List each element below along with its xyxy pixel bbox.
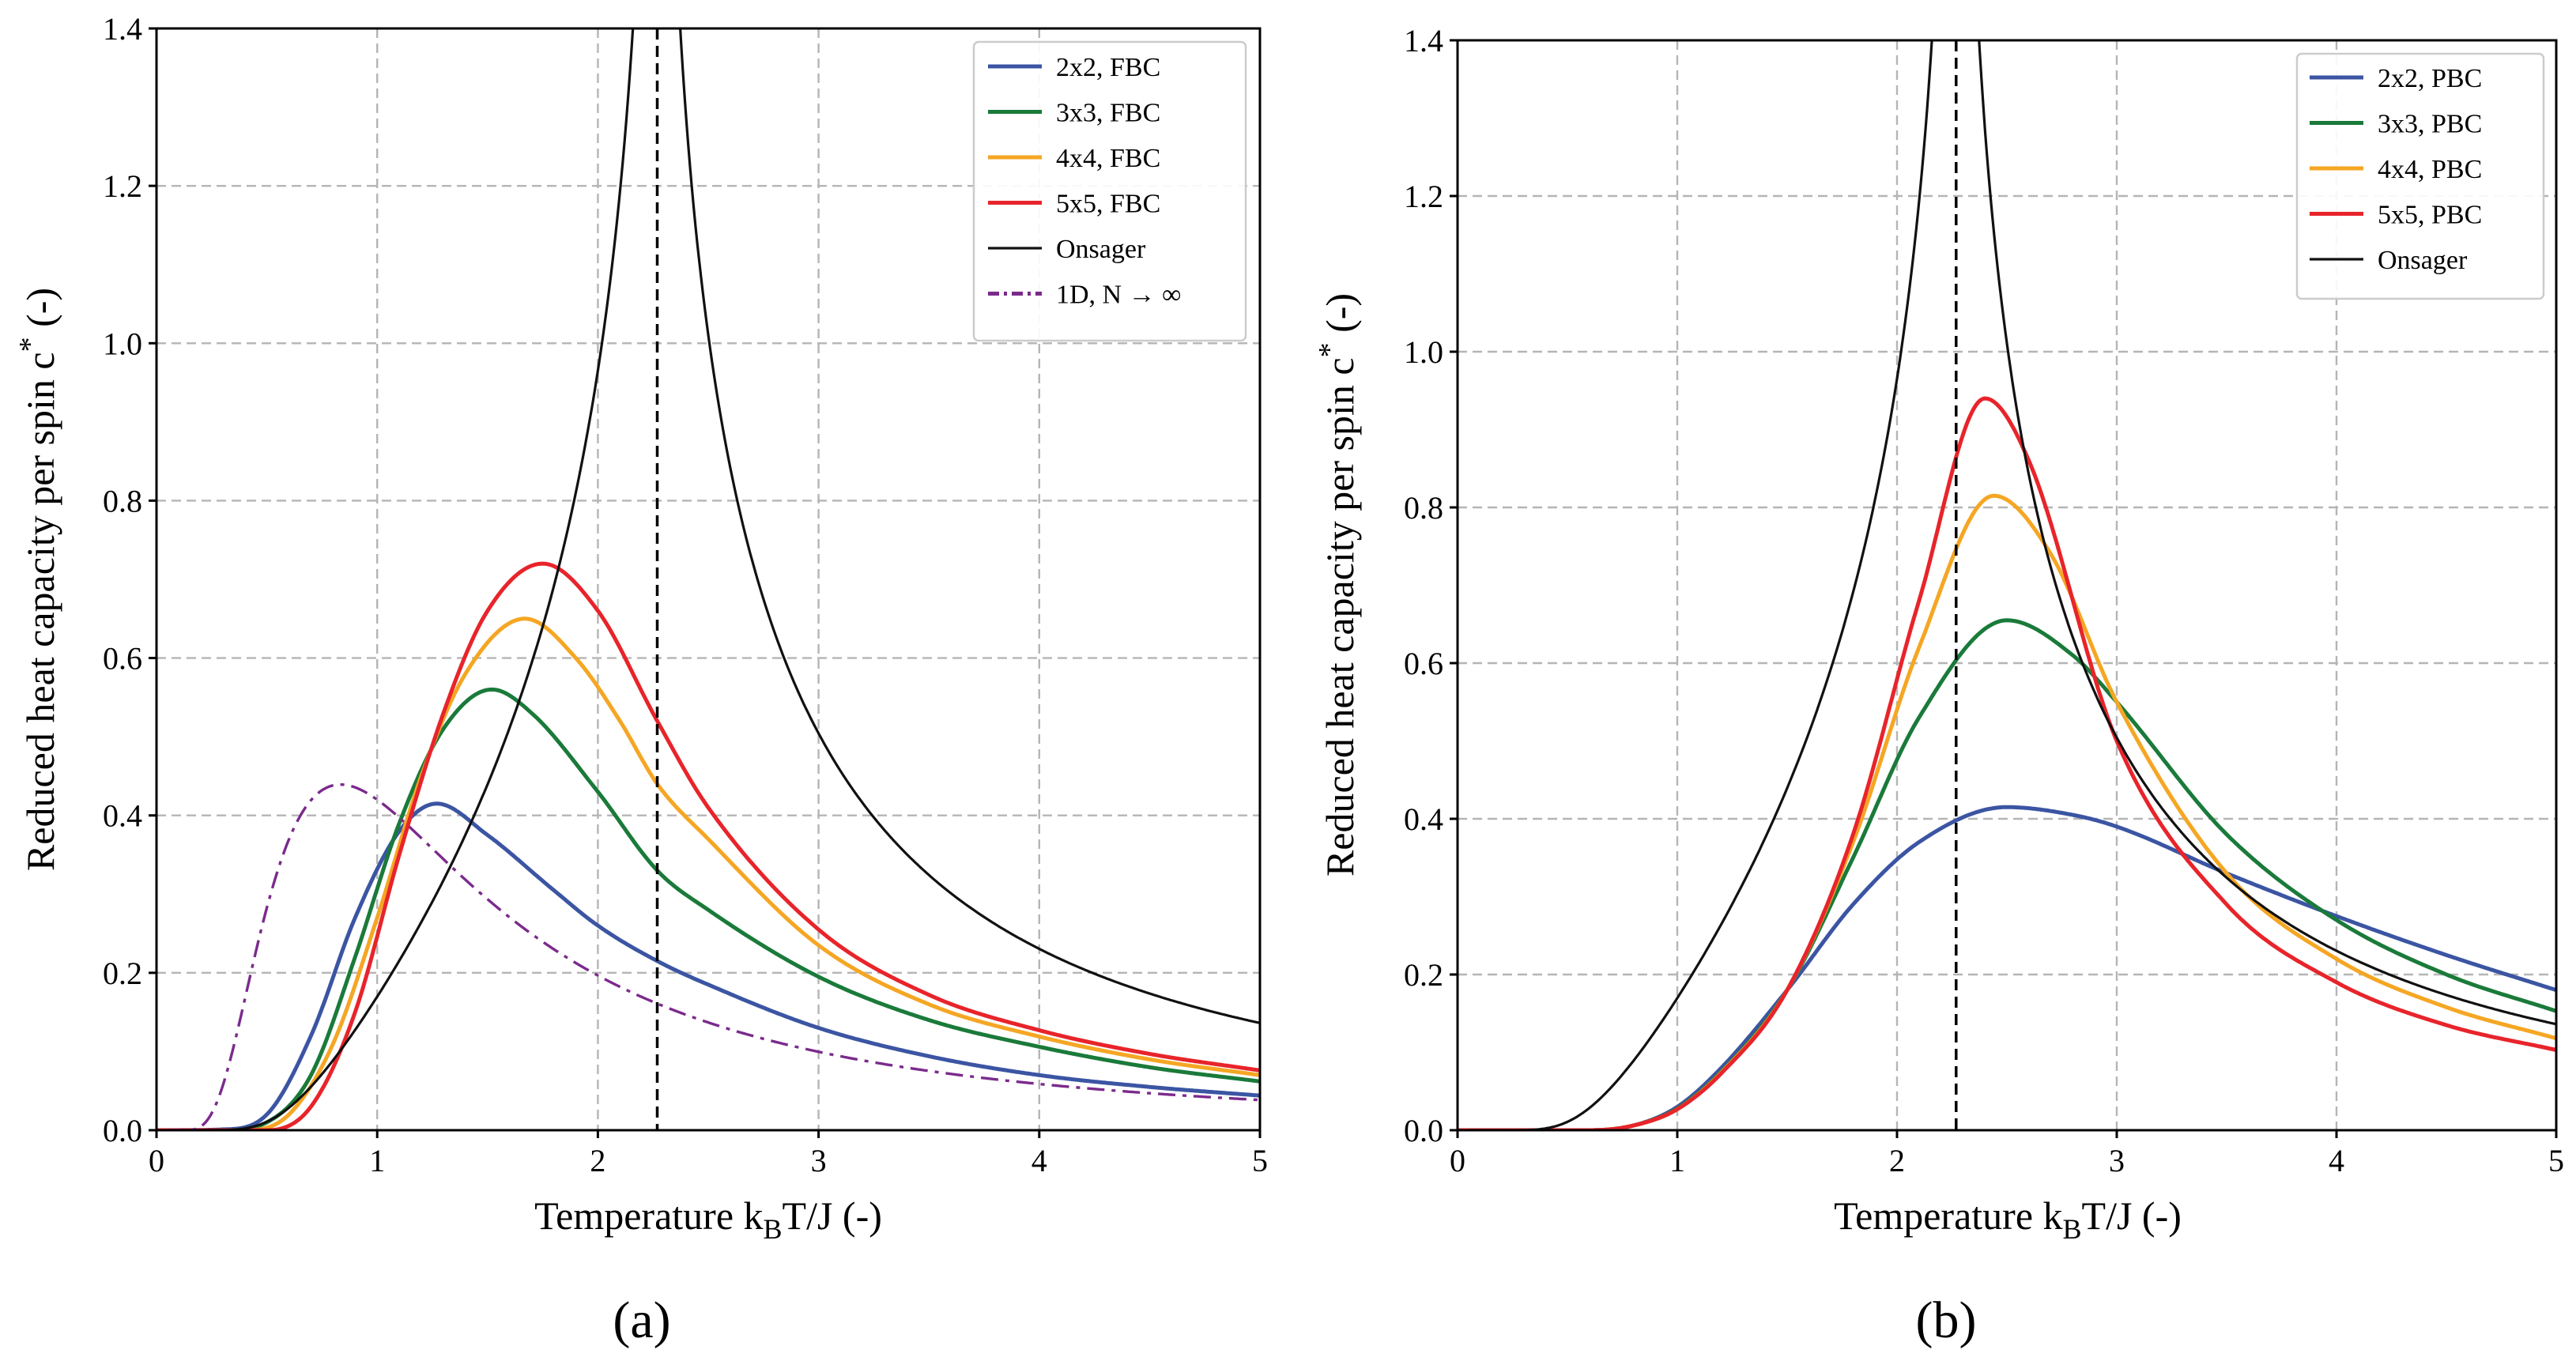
- panel-a-legend-label: 3x3, FBC: [1056, 99, 1160, 128]
- panel-b-legend-label: 3x3, PBC: [2378, 110, 2482, 139]
- panel-b-axes-frame: [1456, 39, 2558, 1132]
- panel-b-x-tick-label: 1: [1669, 1143, 1685, 1178]
- panel-b-legend-label: Onsager: [2378, 246, 2468, 275]
- panel-a-series-2x2-fbc: [157, 801, 1260, 1130]
- panel-a-x-tick-label: 4: [1032, 1143, 1047, 1178]
- panel-b-y-tick-label: 0.2: [1404, 957, 1443, 993]
- panel-b-series-onsager: [1468, 40, 2556, 1130]
- panel-b-x-tick-label: 3: [2109, 1143, 2125, 1178]
- panel-b-y-tick-label: 0.6: [1404, 646, 1443, 681]
- panel-a-y-tick-label: 0.2: [103, 956, 142, 991]
- panel-b-y-tick-label: 1.4: [1404, 23, 1443, 58]
- panel-a-legend-label: Onsager: [1056, 235, 1146, 264]
- panel-b-chart: 0 1 2 3 4 5 0.0 0.2 0.4 0.6 0.8 1.0 1.2 1.4 Temperatu…: [1313, 23, 2564, 1349]
- panel-a-x-tick-label: 5: [1252, 1143, 1268, 1178]
- panel-b-y-tick-label: 1.0: [1404, 334, 1443, 370]
- panel-a-legend-label: 1D, N → ∞: [1056, 281, 1181, 310]
- panel-a-x-axis-title: Temperature kBT/J (-): [534, 1193, 882, 1245]
- panel-b-legend-label: 4x4, PBC: [2378, 155, 2482, 184]
- panel-b-y-tick-label: 0.8: [1404, 490, 1443, 526]
- panel-b-legend-box: [2295, 52, 2545, 300]
- panel-a-chart: 0 1 2 3 4 5 0.0 0.2 0.4 0.6 0.8 1.0 1.2 1.4 Temperatu…: [13, 11, 1268, 1349]
- panel-b-x-axis-title: Temperature kBT/J (-): [1834, 1193, 2182, 1245]
- panel-a-axes-frame: [155, 27, 1262, 1132]
- panel-a-y-tick-label: 0.0: [103, 1113, 142, 1148]
- panel-b-x-tick-label: 4: [2329, 1143, 2344, 1178]
- panel-a-x-tick-label: 0: [149, 1143, 164, 1178]
- panel-a-series-onsager: [168, 28, 1260, 1130]
- panel-a-caption: (a): [613, 1291, 670, 1349]
- panel-a-legend-label: 4x4, FBC: [1056, 144, 1160, 173]
- panel-b-series-5x5-pbc: [1458, 396, 2556, 1130]
- panel-a-y-tick-label: 1.2: [103, 168, 142, 204]
- panel-a-y-axis-title: Reduced heat capacity per spin c* (-): [13, 288, 62, 871]
- panel-a-x-tick-label: 3: [811, 1143, 827, 1178]
- panel-b-legend-label: 2x2, PBC: [2378, 64, 2482, 93]
- panel-a-y-tick-label: 1.4: [103, 11, 142, 47]
- panel-a-y-tick-label: 1.0: [103, 326, 142, 361]
- panel-a-legend: 2x2, FBC 3x3, FBC 4x4, FBC 5x5, FBC Onsager 1…: [972, 40, 1247, 342]
- panel-a-y-tick-label: 0.6: [103, 641, 142, 677]
- panel-b-x-tick-label: 0: [1450, 1143, 1465, 1178]
- panel-b-ticks: 0 1 2 3 4 5 0.0 0.2 0.4 0.6 0.8 1.0 1.2 1.4: [1404, 23, 2564, 1178]
- panel-a-series-1d-n: [168, 783, 1260, 1130]
- panel-a-legend-label: 5x5, FBC: [1056, 190, 1160, 219]
- panel-b-y-tick-label: 0.0: [1404, 1113, 1443, 1148]
- panel-a-series: [157, 28, 1260, 1130]
- panel-a-legend-label: 2x2, FBC: [1056, 53, 1160, 82]
- panel-a-legend-box: [972, 40, 1247, 342]
- panel-b-legend-label: 5x5, PBC: [2378, 201, 2482, 230]
- panel-b-y-axis-title: Reduced heat capacity per spin c* (-): [1313, 293, 1362, 877]
- panel-a-series-3x3-fbc: [157, 687, 1260, 1130]
- panel-b-y-tick-label: 0.4: [1404, 801, 1443, 837]
- panel-a-y-tick-label: 0.8: [103, 483, 142, 518]
- panel-b-x-tick-label: 2: [1889, 1143, 1905, 1178]
- panel-b-caption: (b): [1916, 1291, 1977, 1349]
- panel-a-ticks: 0 1 2 3 4 5 0.0 0.2 0.4 0.6 0.8 1.0 1.2 1.4: [103, 11, 1268, 1178]
- panel-b-x-tick-label: 5: [2548, 1143, 2564, 1178]
- panel-b-series: [1458, 40, 2556, 1130]
- panel-b-legend: 2x2, PBC 3x3, PBC 4x4, PBC 5x5, PBC Onsager: [2295, 52, 2545, 300]
- panel-a-series-5x5-fbc: [157, 561, 1260, 1130]
- panel-a-y-tick-label: 0.4: [103, 798, 142, 834]
- panel-b-y-tick-label: 1.2: [1404, 179, 1443, 214]
- panel-a-series-4x4-fbc: [157, 616, 1260, 1130]
- panel-a-x-tick-label: 2: [590, 1143, 605, 1178]
- panel-a-x-tick-label: 1: [369, 1143, 385, 1178]
